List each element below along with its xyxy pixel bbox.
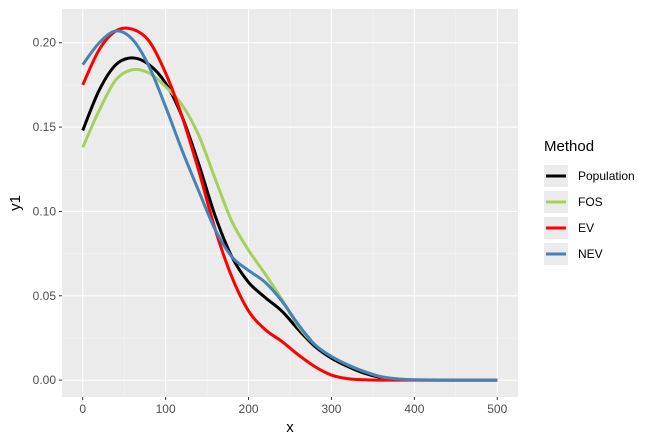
y-tick-label: 0.05 xyxy=(33,289,57,303)
y-tick-label: 0.10 xyxy=(33,204,57,218)
y-tick-label: 0.15 xyxy=(33,120,57,134)
legend: Method Population FOS EV NEV xyxy=(544,138,635,265)
legend-title: Method xyxy=(544,138,594,155)
x-tick-label: 500 xyxy=(487,402,507,416)
legend-label-population: Population xyxy=(578,169,635,183)
x-tick-label: 300 xyxy=(321,402,341,416)
x-tick-label: 0 xyxy=(79,402,86,416)
legend-label-nev: NEV xyxy=(578,247,603,261)
x-tick-label: 100 xyxy=(156,402,176,416)
series-line-nev xyxy=(81,29,498,382)
legend-label-fos: FOS xyxy=(578,195,603,209)
y-tick-label: 0.20 xyxy=(33,36,57,50)
grid-lines xyxy=(62,9,518,397)
legend-label-ev: EV xyxy=(578,221,594,235)
y-tick-label: 0.00 xyxy=(33,373,57,387)
x-tick-label: 200 xyxy=(239,402,259,416)
series-line-ev xyxy=(81,26,498,382)
x-axis-title: x xyxy=(286,419,294,436)
series-lines xyxy=(81,26,498,382)
axes: 0 100 200 300 400 500 0.00 0.05 0.10 0.15 0.20 xyxy=(33,36,508,416)
y-axis-title: y1 xyxy=(7,195,24,211)
x-tick-label: 400 xyxy=(404,402,424,416)
